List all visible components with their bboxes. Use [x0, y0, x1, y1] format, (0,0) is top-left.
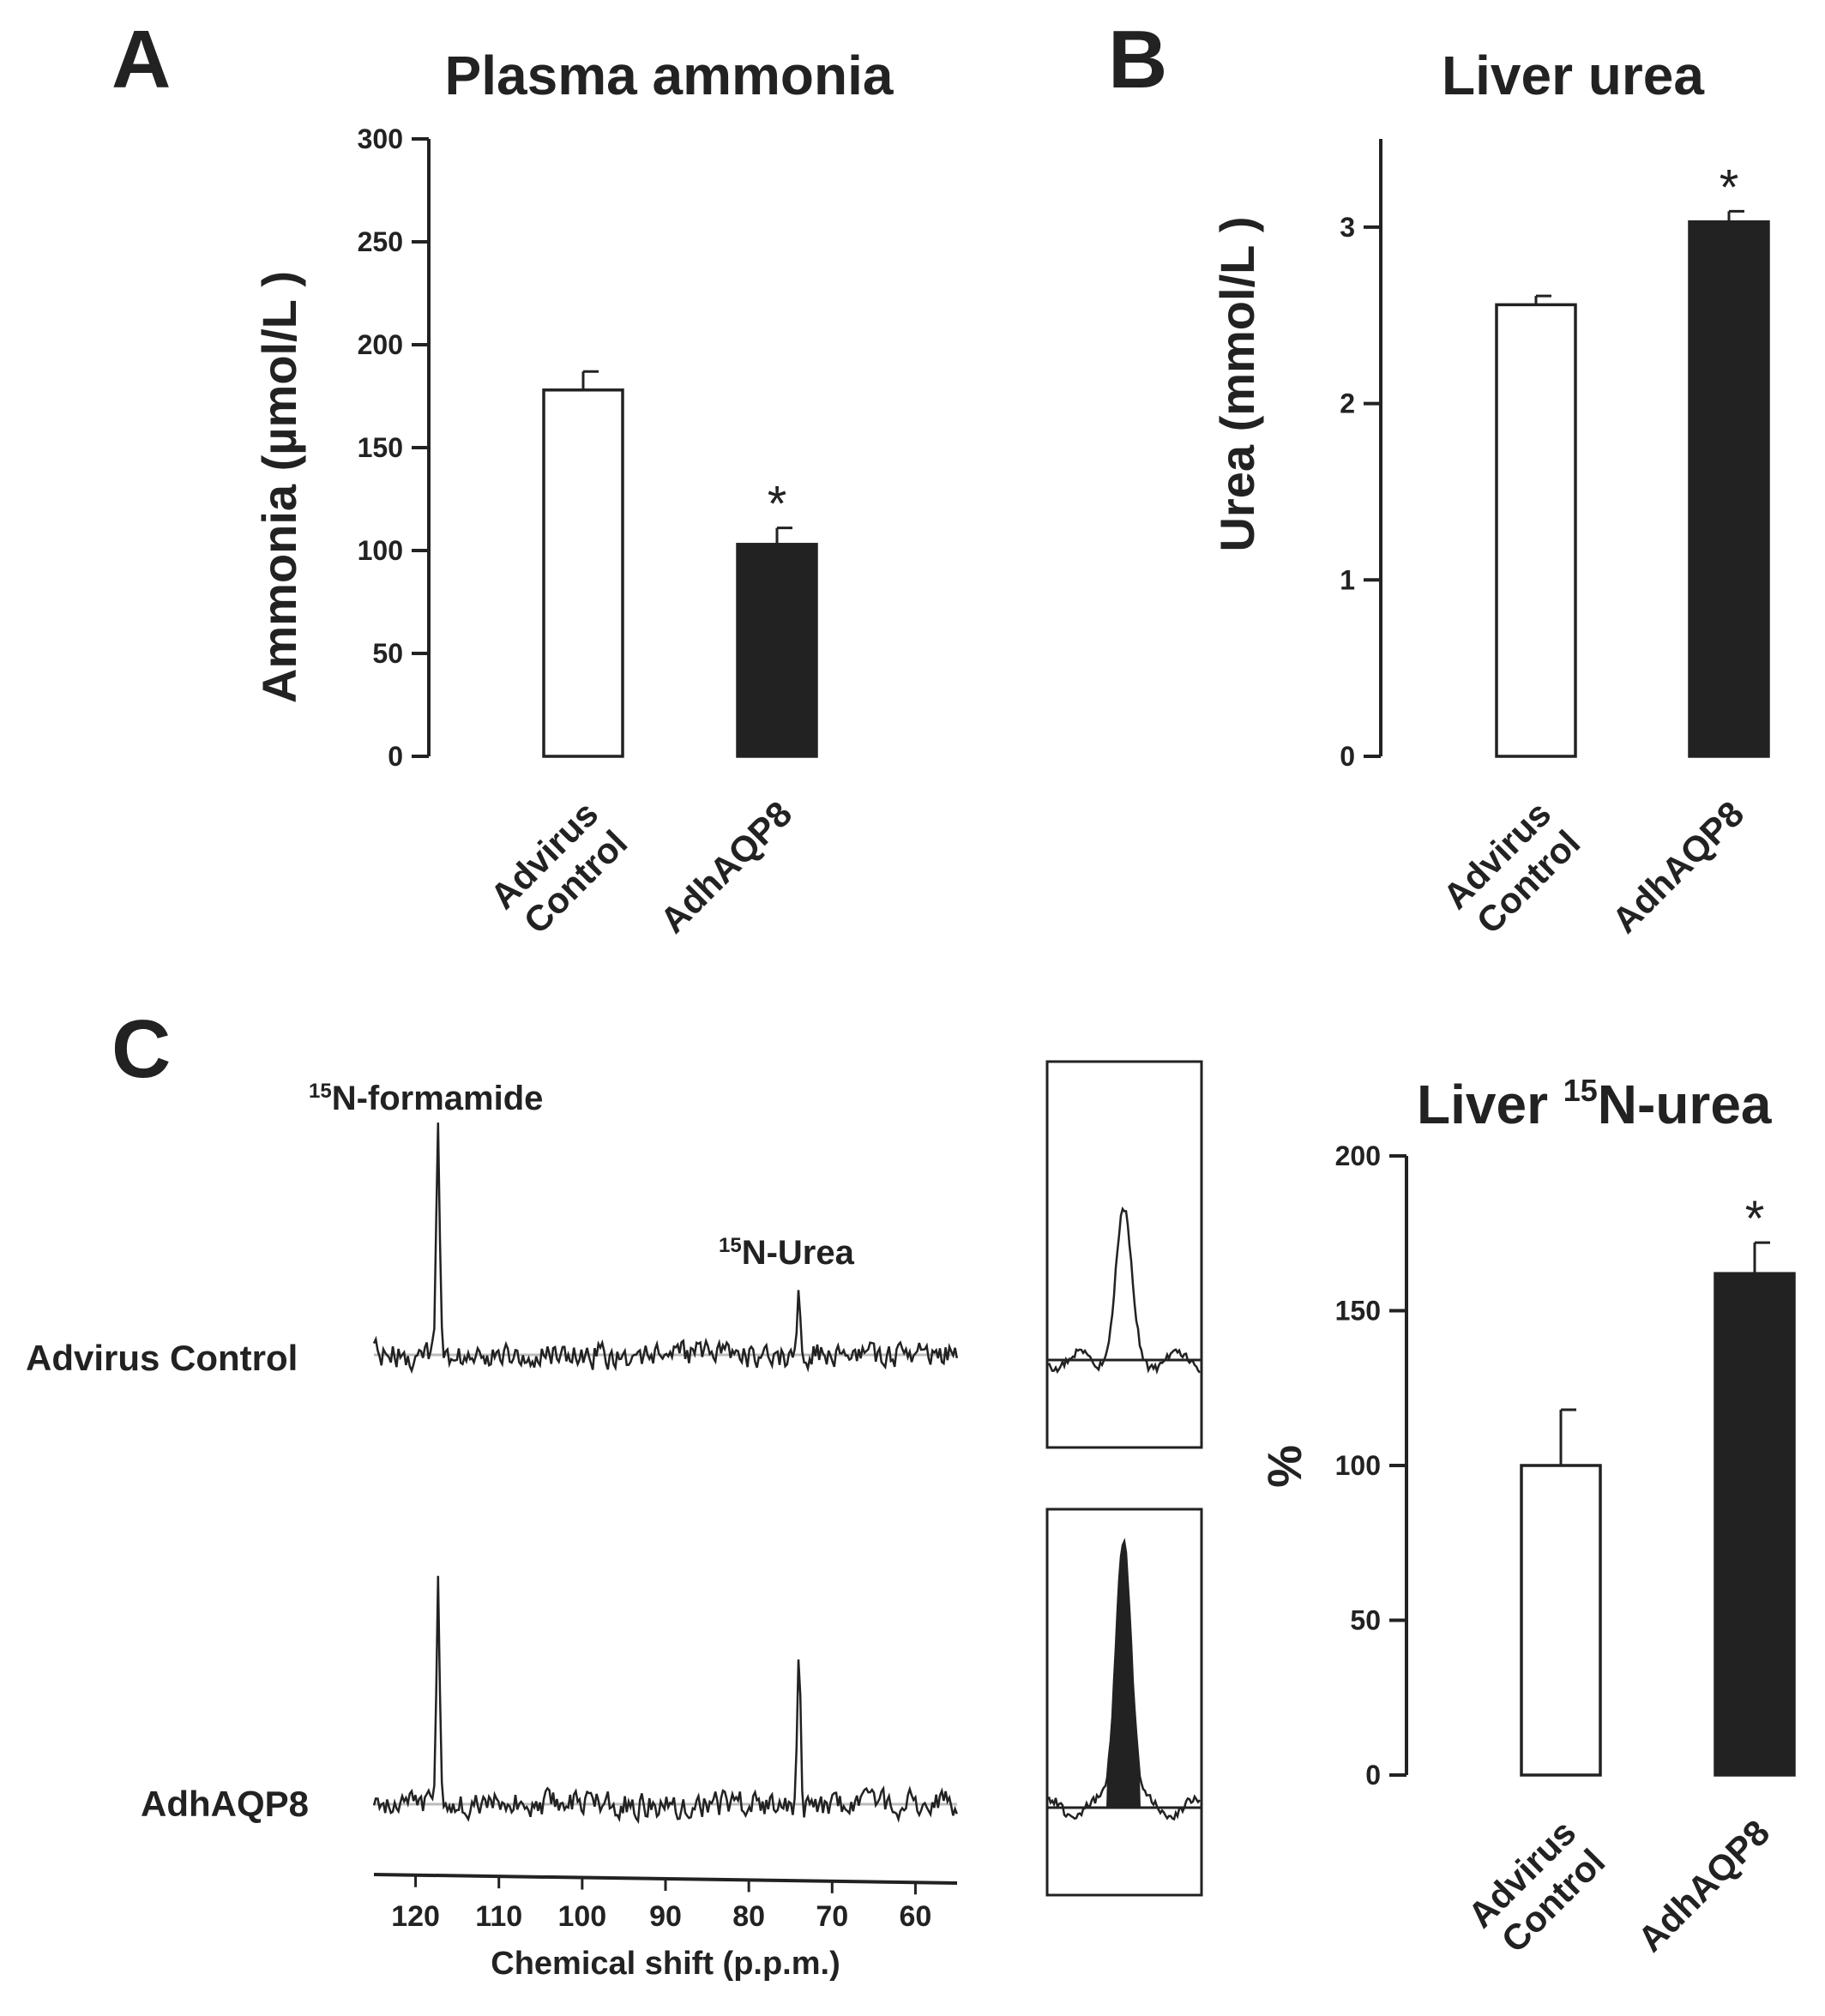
panel-a-bar-0	[542, 388, 624, 758]
shift-tick-label-2: 100	[557, 1900, 606, 1933]
panel-c-bar-0	[1520, 1464, 1602, 1777]
panel-c-category-line-1-0: AdhAQP8	[1630, 1812, 1778, 1959]
panel-a-ytick-label-6: 300	[358, 123, 403, 154]
panel-a-ytick-label-2: 100	[358, 535, 403, 566]
panel-a-ylabel: Ammonia (µmol/L )	[252, 271, 306, 703]
panel-c-title: Liver 15N-urea	[1417, 1073, 1772, 1135]
panel-c-title-pre: Liver	[1417, 1074, 1563, 1135]
panel-b-ytick-label-2: 2	[1340, 388, 1355, 419]
panel-b-plot: 0 1 2 3 AdvirusControl * AdhAQP8	[1340, 139, 1770, 946]
spectrum-label-adhaqp8: AdhAQP8	[141, 1784, 309, 1824]
panel-a-ytick-label-1: 50	[372, 638, 403, 669]
urea-peak-inset-control	[1045, 1060, 1203, 1449]
peak-label-formamide-text: N-formamide	[332, 1080, 544, 1117]
panel-letter-b: B	[1108, 14, 1167, 105]
panel-c-ytick-label-3: 150	[1335, 1296, 1381, 1327]
panel-b-category-line-1-0: AdhAQP8	[1605, 793, 1752, 941]
panel-c-title-sup: 15	[1563, 1073, 1598, 1108]
chemical-shift-axis-title: Chemical shift (p.p.m.)	[491, 1946, 840, 1982]
shift-tick-label-1: 110	[475, 1900, 522, 1933]
spectrum-label-control: Advirus Control	[26, 1338, 298, 1378]
peak-label-urea-text: N-Urea	[742, 1234, 855, 1272]
peak-label-urea-sup: 15	[719, 1234, 742, 1257]
panel-c-significance-1: *	[1745, 1191, 1765, 1247]
panel-c-category-label-1: AdhAQP8	[1630, 1812, 1778, 1959]
panel-a-title: Plasma ammonia	[445, 45, 894, 106]
panel-b-ytick-label-1: 1	[1340, 564, 1355, 595]
panel-c-bar-chart: Liver 15N-urea % 0 50 100 150 200 AdvirusCont…	[1257, 1073, 1796, 1965]
inset-trace-control	[1047, 1206, 1201, 1375]
panel-b-ylabel: Urea (mmol/L )	[1210, 216, 1264, 551]
chemical-shift-ticks: 120 110 100 90 80 70 60	[391, 1875, 931, 1933]
panel-c-ytick-label-1: 50	[1350, 1605, 1381, 1636]
panel-b-category-label-0: AdvirusControl	[1436, 793, 1588, 946]
shift-tick-label-4: 80	[732, 1900, 765, 1933]
panel-a-ytick-label-0: 0	[388, 741, 403, 772]
panel-b-significance-1: *	[1720, 159, 1739, 215]
panel-c-ytick-label-0: 0	[1365, 1760, 1381, 1790]
inset-trace-adhaqp8	[1047, 1538, 1201, 1821]
panel-a-category-label-0: AdvirusControl	[483, 793, 635, 946]
peak-label-formamide-sup: 15	[309, 1080, 332, 1103]
panel-b-ytick-label-0: 0	[1340, 741, 1355, 772]
panel-a-category-line-1-0: AdhAQP8	[653, 793, 800, 941]
panel-c-ylabel: %	[1257, 1445, 1311, 1488]
panel-a-ytick-label-5: 250	[358, 226, 403, 257]
panel-c-category-label-0: AdvirusControl	[1461, 1812, 1613, 1965]
panel-letter-c: C	[111, 1003, 171, 1095]
panel-a-significance-1: *	[768, 477, 787, 533]
panel-a-ytick-label-3: 150	[358, 432, 403, 463]
panel-letter-a: A	[111, 14, 171, 105]
panel-a-plot: 0 50 100 150 200 250 300 AdvirusControl * AdhAQP8	[358, 123, 818, 946]
panel-b-category-label-1: AdhAQP8	[1605, 793, 1752, 941]
panel-c-ytick-label-2: 100	[1335, 1450, 1381, 1481]
panel-c-bar-1	[1714, 1272, 1796, 1777]
panel-b-bar-1	[1688, 220, 1770, 758]
panel-a-category-label-1: AdhAQP8	[653, 793, 800, 941]
inset-frame-control	[1045, 1060, 1203, 1449]
panel-a: A Plasma ammonia Ammonia (µmol/L ) 0 50 10…	[111, 14, 894, 946]
panel-b-ytick-label-3: 3	[1340, 212, 1355, 243]
panel-c-ytick-label-4: 200	[1335, 1140, 1381, 1171]
panel-c-title-post: N-urea	[1598, 1074, 1772, 1135]
panel-c: C Advirus Control AdhAQP8 15N-formamide …	[26, 1003, 1796, 1982]
panel-a-ytick-label-4: 200	[358, 329, 403, 360]
shift-tick-label-6: 60	[900, 1900, 932, 1933]
shift-tick-label-5: 70	[816, 1900, 848, 1933]
panel-b: B Liver urea Urea (mmol/L ) 0 1 2 3 AdvirusC…	[1108, 14, 1770, 946]
panel-b-title: Liver urea	[1442, 45, 1704, 106]
panel-c-plot: 0 50 100 150 200 AdvirusControl * AdhAQP8	[1335, 1140, 1796, 1965]
shift-tick-label-0: 120	[391, 1900, 440, 1933]
spectrum-trace-control	[372, 1122, 959, 1375]
peak-label-formamide: 15N-formamide	[309, 1080, 543, 1117]
urea-peak-inset-adhaqp8	[1045, 1507, 1203, 1897]
shift-tick-label-3: 90	[649, 1900, 682, 1933]
panel-a-bar-1	[736, 543, 818, 758]
peak-label-urea: 15N-Urea	[719, 1234, 855, 1272]
nmr-spectra: Advirus Control AdhAQP8 15N-formamide 15…	[26, 1060, 1203, 1982]
panel-b-bar-0	[1495, 303, 1577, 758]
spectrum-trace-adhaqp8	[372, 1575, 958, 1825]
inset-filled-peak-adhaqp8	[1106, 1541, 1141, 1808]
